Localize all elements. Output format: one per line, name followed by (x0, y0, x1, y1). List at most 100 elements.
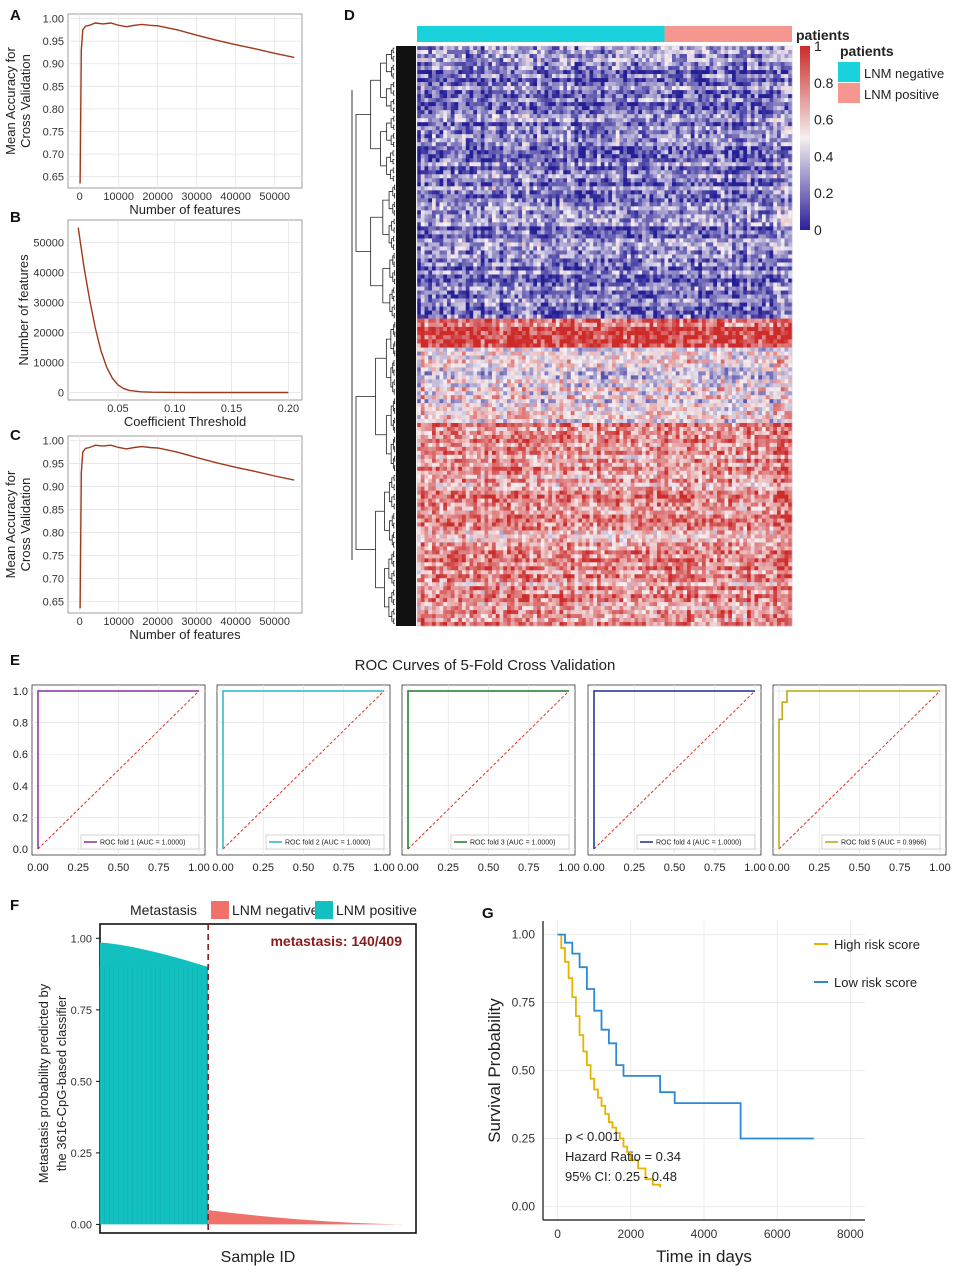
heatmap-cell (420, 206, 425, 211)
heatmap-cell (593, 58, 598, 63)
heatmap-cell (657, 214, 662, 219)
heatmap-cell (634, 238, 639, 243)
heatmap-cell (589, 62, 594, 67)
heatmap-cell (653, 62, 658, 67)
heatmap-cell (630, 90, 635, 95)
heatmap-cell (435, 190, 440, 195)
heatmap-cell (702, 58, 707, 63)
heatmap-cell (683, 90, 688, 95)
heatmap-cell (713, 50, 718, 55)
heatmap-cell (454, 202, 459, 207)
heatmap-cell (544, 134, 549, 139)
heatmap-cell (720, 58, 725, 63)
heatmap-cell (747, 98, 752, 103)
heatmap-cell (548, 66, 553, 71)
heatmap-cell (555, 222, 560, 227)
heatmap-cell (507, 102, 512, 107)
heatmap-cell (465, 222, 470, 227)
heatmap-cell (424, 74, 429, 79)
heatmap-cell (548, 146, 553, 151)
heatmap-cell (417, 178, 422, 183)
heatmap-cell (458, 234, 463, 239)
heatmap-cell (653, 126, 658, 131)
heatmap-cell (698, 162, 703, 167)
x-tick-label: 0.15 (221, 403, 242, 415)
heatmap-cell (705, 130, 710, 135)
heatmap-cell (612, 170, 617, 175)
heatmap-cell (480, 166, 485, 171)
heatmap-cell (769, 134, 774, 139)
heatmap-cell (420, 106, 425, 111)
heatmap-cell (499, 90, 504, 95)
heatmap-cell (458, 170, 463, 175)
heatmap-cell (784, 162, 789, 167)
heatmap-cell (488, 118, 493, 123)
heatmap-cell (668, 226, 673, 231)
heatmap-cell (630, 110, 635, 115)
heatmap-cell (694, 210, 699, 215)
heatmap-cell (735, 182, 740, 187)
heatmap-cell (469, 118, 474, 123)
heatmap-cell (762, 134, 767, 139)
heatmap-cell (754, 86, 759, 91)
heatmap-cell (735, 226, 740, 231)
heatmap-cell (638, 70, 643, 75)
heatmap-cell (645, 110, 650, 115)
heatmap-cell (537, 146, 542, 151)
heatmap-cell (638, 226, 643, 231)
heatmap-cell (638, 150, 643, 155)
heatmap-cell (525, 174, 530, 179)
heatmap-cell (780, 130, 785, 135)
heatmap-cell (559, 74, 564, 79)
heatmap-cell (447, 222, 452, 227)
heatmap-cell (533, 218, 538, 223)
heatmap-cell (758, 206, 763, 211)
heatmap-cell (657, 210, 662, 215)
heatmap-cell (563, 86, 568, 91)
heatmap-cell (762, 214, 767, 219)
heatmap-cell (668, 170, 673, 175)
heatmap-cell (600, 110, 605, 115)
heatmap-cell (773, 218, 778, 223)
heatmap-cell (709, 146, 714, 151)
heatmap-cell (612, 126, 617, 131)
heatmap-cell (784, 54, 789, 59)
heatmap-cell (777, 122, 782, 127)
heatmap-cell (578, 126, 583, 131)
heatmap-cell (660, 90, 665, 95)
heatmap-cell (480, 102, 485, 107)
heatmap-cell (454, 206, 459, 211)
heatmap-cell (788, 50, 793, 55)
heatmap-cell (634, 86, 639, 91)
heatmap-cell (750, 154, 755, 159)
heatmap-cell (773, 102, 778, 107)
heatmap-cell (514, 210, 519, 215)
heatmap-cell (492, 154, 497, 159)
heatmap-cell (477, 130, 482, 135)
heatmap-cell (600, 62, 605, 67)
heatmap-cell (435, 46, 440, 51)
heatmap-cell (443, 118, 448, 123)
heatmap-cell (555, 62, 560, 67)
heatmap-cell (660, 102, 665, 107)
heatmap-cell (439, 182, 444, 187)
heatmap-cell (773, 174, 778, 179)
heatmap-cell (660, 118, 665, 123)
heatmap-cell (469, 186, 474, 191)
heatmap-cell (638, 166, 643, 171)
heatmap-cell (762, 82, 767, 87)
heatmap-cell (780, 214, 785, 219)
heatmap-cell (552, 126, 557, 131)
heatmap-cell (777, 110, 782, 115)
y-tick-label: 30000 (33, 298, 64, 310)
heatmap-cell (477, 238, 482, 243)
heatmap-cell (777, 130, 782, 135)
heatmap-cell (750, 214, 755, 219)
heatmap-cell (469, 58, 474, 63)
x-tick-label: 20000 (142, 191, 173, 203)
heatmap-cell (514, 206, 519, 211)
heatmap-cell (732, 158, 737, 163)
heatmap-cell (537, 106, 542, 111)
heatmap-cell (428, 134, 433, 139)
heatmap-cell (488, 50, 493, 55)
